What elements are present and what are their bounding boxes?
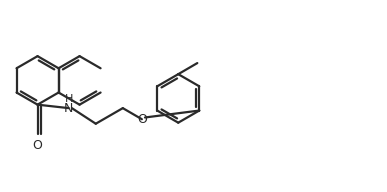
Text: N: N — [64, 102, 74, 115]
Text: O: O — [33, 139, 43, 152]
Text: O: O — [137, 113, 147, 126]
Text: H: H — [65, 94, 73, 104]
